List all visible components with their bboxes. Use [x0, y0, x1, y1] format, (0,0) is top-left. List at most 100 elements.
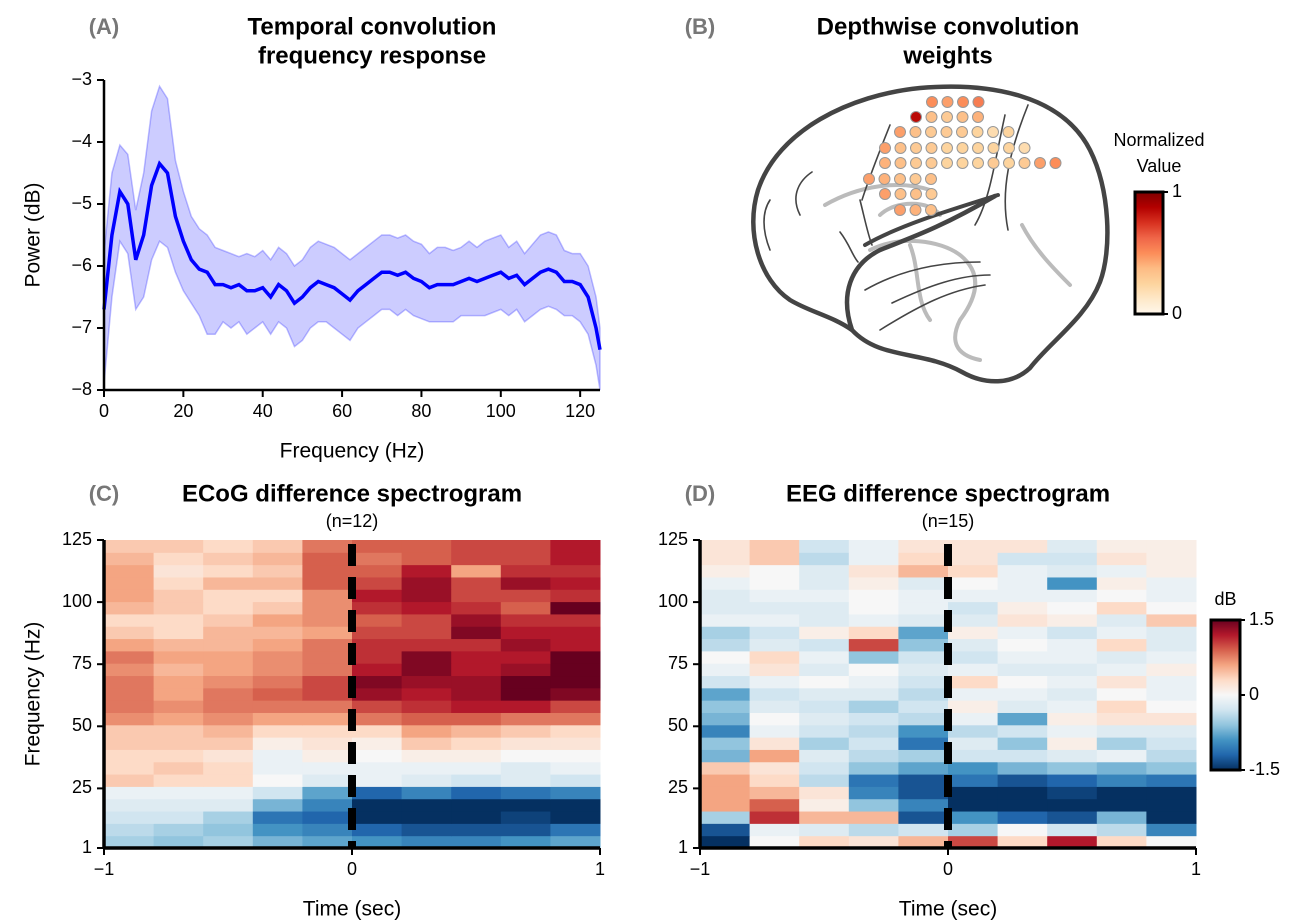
heatmap-cell	[401, 712, 452, 726]
heatmap-cell	[203, 687, 254, 701]
heatmap-cell	[401, 811, 452, 824]
heatmap-cell	[799, 687, 850, 701]
heatmap-cell	[1047, 700, 1098, 713]
heatmap-cell	[1146, 601, 1197, 615]
heatmap-cell	[352, 774, 403, 787]
heatmap-cell	[749, 552, 800, 566]
heatmap-cell	[1047, 552, 1098, 566]
heatmap-cell	[898, 650, 949, 664]
heatmap-cell	[550, 761, 601, 775]
heatmap-cell	[252, 823, 303, 837]
colorbar-label: Value	[1137, 156, 1182, 176]
heatmap-cell	[997, 749, 1048, 763]
heatmap-cell	[203, 675, 254, 689]
heatmap-cell	[153, 613, 204, 627]
heatmap-cell	[352, 823, 403, 837]
heatmap-cell	[401, 626, 452, 640]
heatmap-cell	[352, 552, 403, 566]
heatmap-cell	[848, 724, 899, 738]
heatmap-cell	[898, 798, 949, 812]
heatmap-cell	[1096, 749, 1147, 763]
chart-title: weights	[902, 42, 992, 69]
heatmap-cell	[948, 638, 999, 652]
heatmap-cell	[898, 774, 949, 787]
electrode	[956, 111, 969, 123]
electrode	[910, 142, 922, 154]
heatmap-cell	[451, 589, 502, 603]
heatmap-cell	[1096, 626, 1147, 640]
electrode	[972, 142, 984, 154]
heatmap-cell	[948, 663, 999, 677]
heatmap-cell	[401, 638, 452, 652]
heatmap-cell	[700, 589, 751, 603]
heatmap-cell	[1146, 650, 1197, 664]
heatmap-cell	[749, 675, 800, 689]
electrode	[941, 157, 953, 169]
heatmap-cell	[799, 774, 850, 787]
x-tick-label: 60	[332, 401, 352, 421]
heatmap-cell	[451, 552, 502, 566]
x-tick-label: 120	[565, 401, 595, 421]
heatmap-cell	[997, 650, 1048, 664]
heatmap-cell	[352, 761, 403, 775]
heatmap-cell	[1146, 564, 1197, 578]
heatmap-cell	[401, 613, 452, 627]
panel-label: (A)	[89, 14, 120, 39]
heatmap-cell	[451, 749, 502, 763]
x-tick-label: 100	[486, 401, 516, 421]
heatmap-cell	[451, 687, 502, 701]
heatmap-cell	[550, 663, 601, 677]
y-tick-label: −5	[71, 193, 92, 213]
heatmap-cell	[252, 601, 303, 615]
heatmap-cell	[451, 724, 502, 738]
heatmap-cell	[104, 601, 155, 615]
electrode	[1003, 157, 1015, 169]
heatmap-cell	[104, 786, 155, 800]
heatmap-cell	[749, 749, 800, 763]
heatmap-cell	[898, 540, 949, 553]
heatmap-cell	[451, 613, 502, 627]
heatmap-cell	[948, 675, 999, 689]
heatmap-cell	[451, 675, 502, 689]
heatmap-cell	[302, 724, 353, 738]
heatmap-cell	[848, 675, 899, 689]
heatmap-cell	[153, 650, 204, 664]
panel-label: (B)	[685, 14, 716, 39]
heatmap-cell	[104, 811, 155, 824]
heatmap-cell	[1047, 798, 1098, 812]
y-tick-label: 100	[658, 591, 688, 611]
heatmap-cell	[550, 675, 601, 689]
heatmap-cell	[550, 589, 601, 603]
heatmap-cell	[401, 663, 452, 677]
heatmap-cell	[700, 552, 751, 566]
heatmap-cell	[700, 626, 751, 640]
heatmap-cell	[997, 700, 1048, 713]
electrode	[879, 142, 891, 154]
heatmap-cell	[302, 823, 353, 837]
heatmap-cell	[203, 700, 254, 713]
colorbar-tick-label: 0	[1249, 684, 1259, 704]
heatmap-cell	[1146, 737, 1197, 750]
heatmap-cell	[948, 576, 999, 590]
heatmap-cell	[1047, 774, 1098, 787]
heatmap-cell	[799, 835, 850, 849]
heatmap-cell	[997, 774, 1048, 787]
heatmap-cell	[550, 552, 601, 566]
electrode	[926, 96, 938, 108]
heatmap-cell	[749, 601, 800, 615]
heatmap-cell	[1096, 663, 1147, 677]
heatmap-cell	[898, 626, 949, 640]
heatmap-cell	[203, 650, 254, 664]
heatmap-cell	[153, 576, 204, 590]
heatmap-cell	[799, 650, 850, 664]
heatmap-cell	[848, 786, 899, 800]
heatmap-cell	[104, 761, 155, 775]
heatmap-cell	[1096, 638, 1147, 652]
heatmap-cell	[153, 552, 204, 566]
heatmap-cell	[898, 613, 949, 627]
heatmap-cell	[749, 540, 800, 553]
electrode	[910, 188, 922, 200]
heatmap-cell	[203, 576, 254, 590]
heatmap-cell	[203, 761, 254, 775]
heatmap-cell	[1047, 687, 1098, 701]
